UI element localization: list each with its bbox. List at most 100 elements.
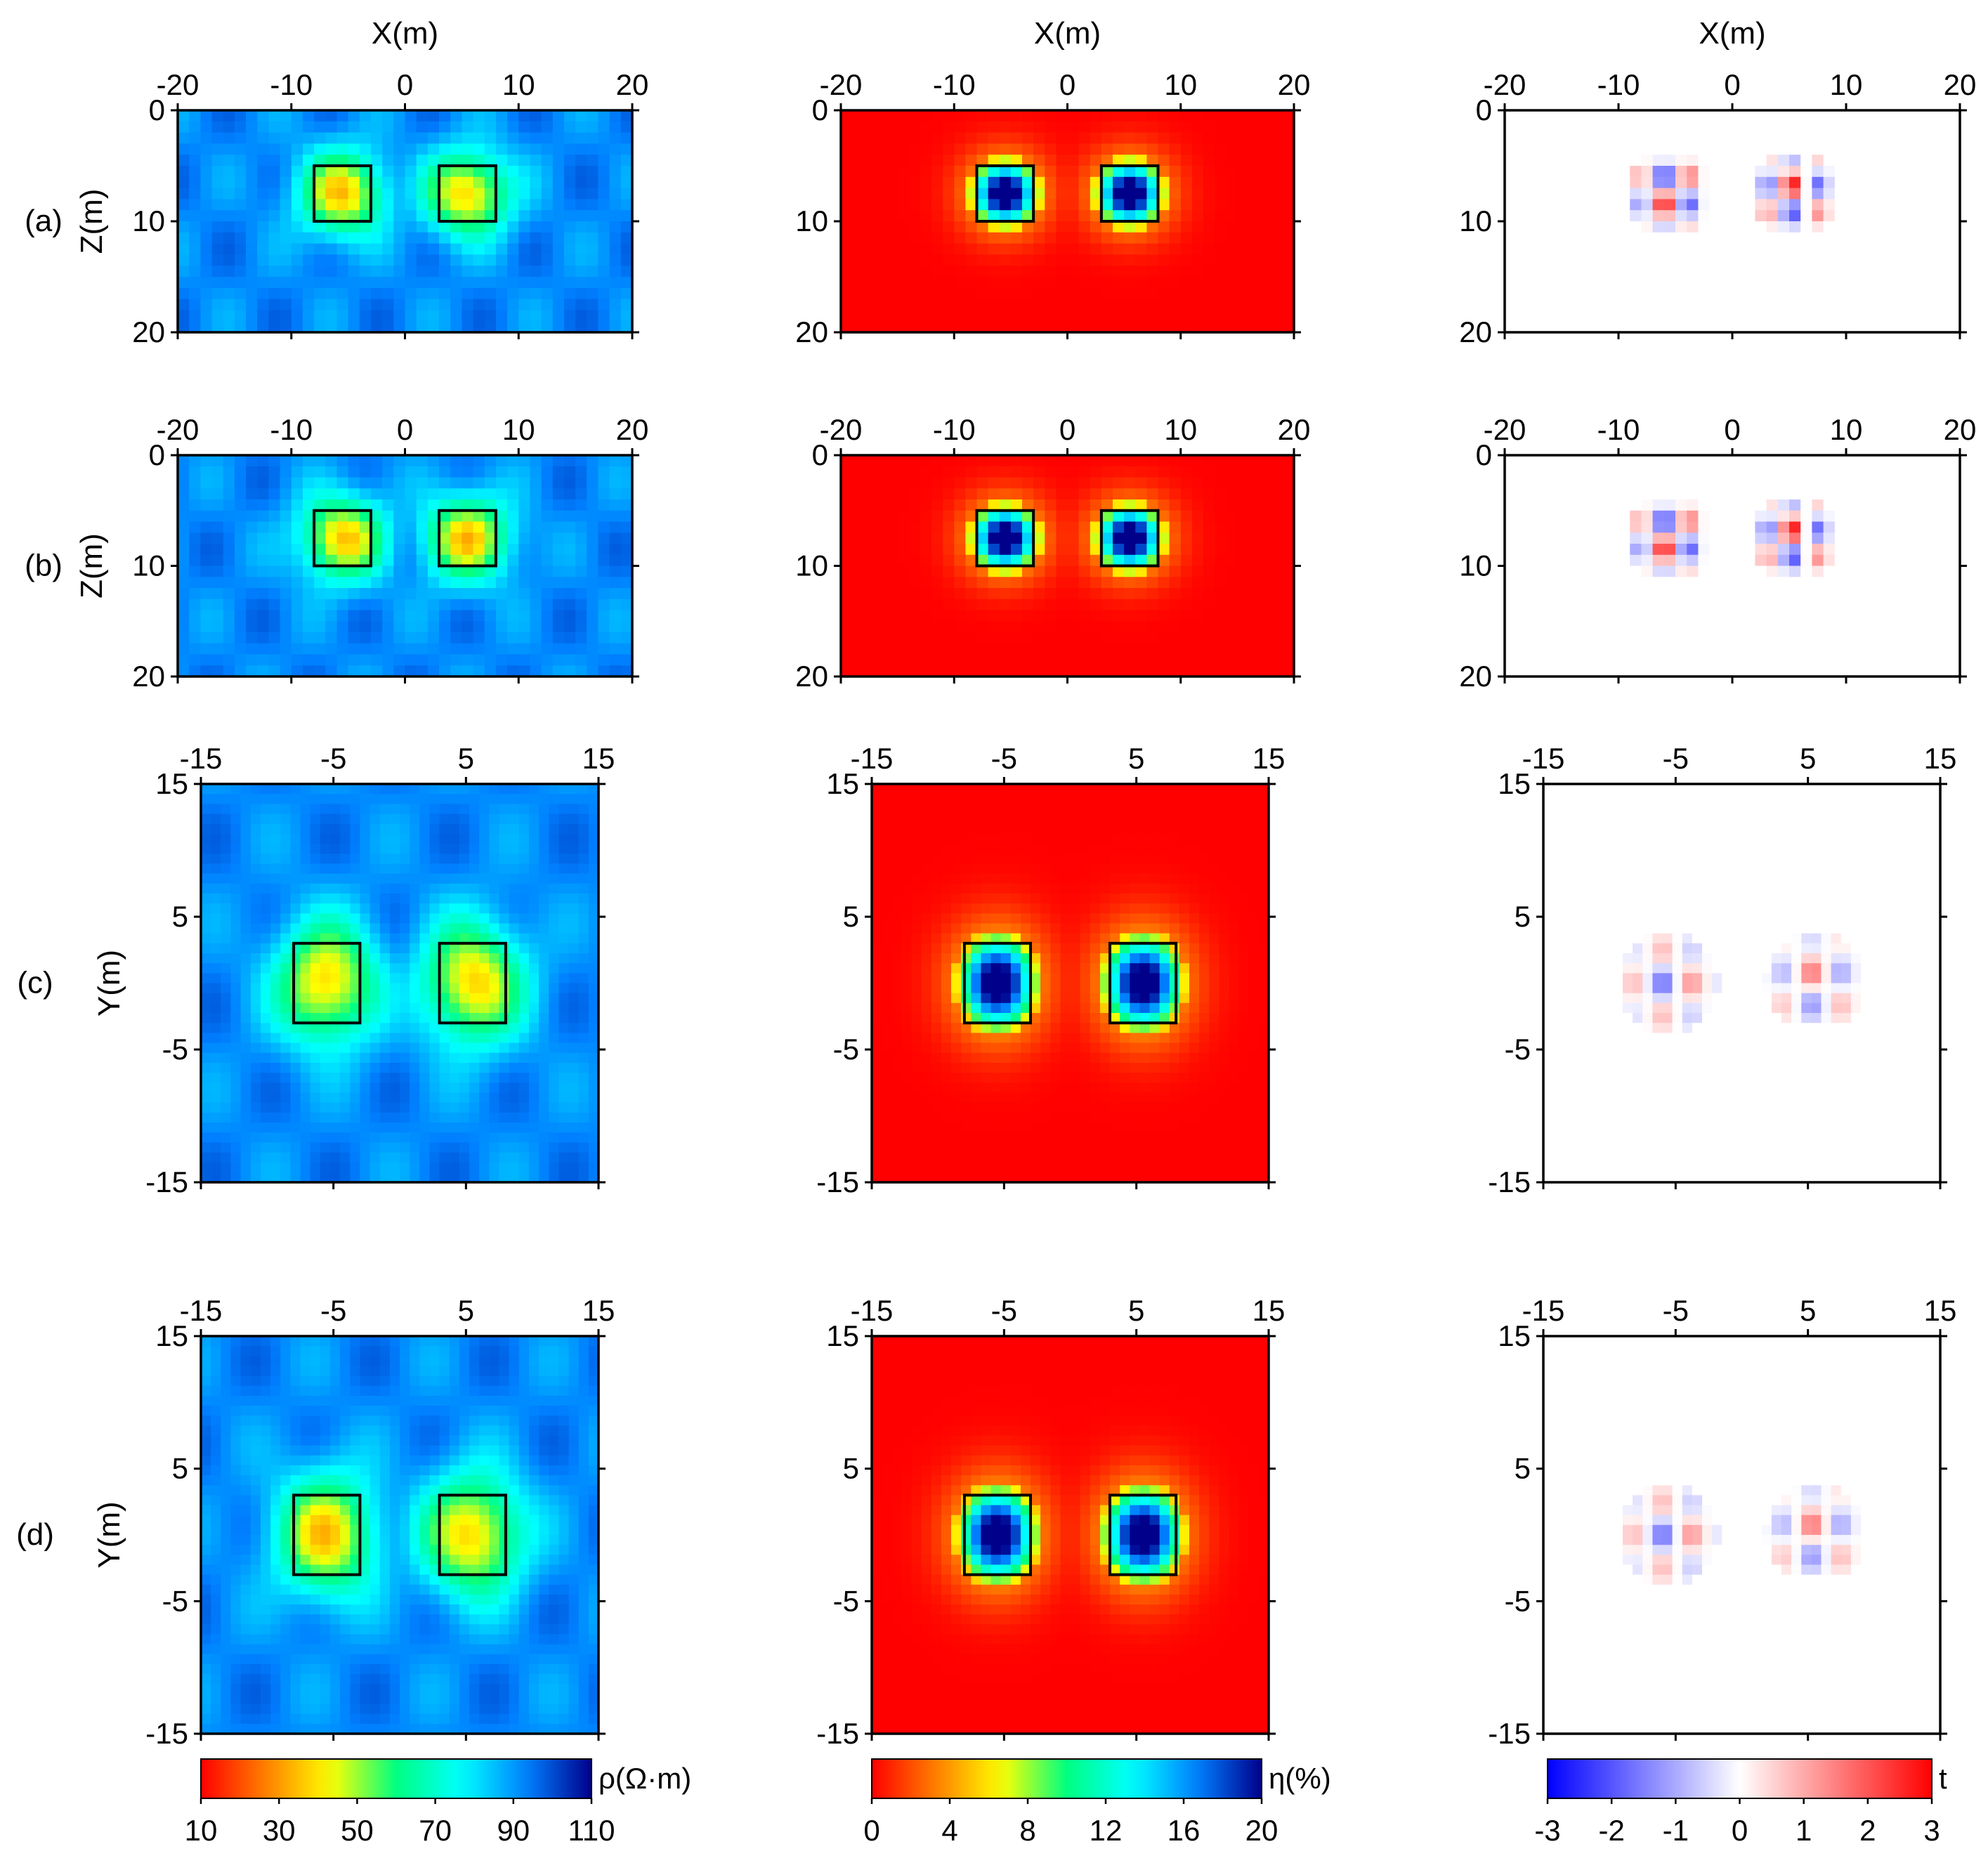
heatmap-cell xyxy=(416,243,429,255)
heatmap-cell xyxy=(988,554,1000,567)
heatmap-cell xyxy=(393,110,406,122)
heatmap-cell xyxy=(552,466,565,478)
heatmap-cell xyxy=(863,599,875,611)
heatmap-cell xyxy=(1113,665,1125,677)
heatmap-cell xyxy=(1550,665,1562,677)
heatmap-cell xyxy=(1180,166,1193,178)
heatmap-cell xyxy=(1823,321,1836,333)
heatmap-cell xyxy=(371,477,383,489)
heatmap-cell xyxy=(1607,143,1619,155)
heatmap-cell xyxy=(257,155,269,166)
heatmap-cell xyxy=(920,610,932,622)
heatmap-cell xyxy=(427,232,440,244)
heatmap-cell xyxy=(1045,310,1057,322)
heatmap-cell xyxy=(1903,532,1915,544)
heatmap-cell xyxy=(223,143,235,155)
heatmap-cell xyxy=(1777,132,1790,144)
heatmap-cell xyxy=(246,499,258,511)
heatmap-cell xyxy=(976,466,989,478)
heatmap-cell xyxy=(875,588,887,600)
heatmap-cell xyxy=(178,565,190,577)
heatmap-cell xyxy=(348,221,360,233)
heatmap-cell xyxy=(1812,544,1824,556)
heatmap-cell xyxy=(908,143,921,155)
heatmap-cell xyxy=(1663,188,1676,200)
heatmap-cell xyxy=(291,110,303,122)
heatmap-cell xyxy=(211,110,224,122)
heatmap-cell xyxy=(1618,499,1630,511)
heatmap-cell xyxy=(587,510,599,523)
heatmap-cell xyxy=(852,143,864,155)
heatmap-cell xyxy=(1010,599,1023,611)
heatmap-cell xyxy=(875,643,887,655)
heatmap-cell xyxy=(1158,243,1170,255)
heatmap-cell xyxy=(620,299,633,310)
heatmap-cell xyxy=(1562,287,1574,300)
heatmap-cell xyxy=(1880,166,1892,178)
heatmap-cell xyxy=(1146,299,1159,310)
heatmap-cell xyxy=(609,166,622,178)
heatmap-cell xyxy=(178,299,190,310)
heatmap-cell xyxy=(1135,577,1147,589)
heatmap-cell xyxy=(1146,499,1159,511)
heatmap-cell xyxy=(1812,610,1824,622)
heatmap-cell xyxy=(1135,321,1147,333)
heatmap-cell xyxy=(1880,510,1892,523)
heatmap-cell xyxy=(1562,665,1574,677)
heatmap-cell xyxy=(1113,266,1125,277)
heatmap-cell xyxy=(1641,455,1654,467)
heatmap-cell xyxy=(1527,599,1540,611)
heatmap-cell xyxy=(268,610,281,622)
heatmap-cell xyxy=(1573,321,1585,333)
heatmap-cell xyxy=(954,521,966,533)
heatmap-cell xyxy=(620,455,633,467)
heatmap-cell xyxy=(1282,632,1295,644)
heatmap-cell xyxy=(348,455,360,467)
heatmap-cell xyxy=(1698,176,1711,189)
heatmap-cell xyxy=(1248,232,1261,244)
heatmap-cell xyxy=(1618,477,1630,489)
heatmap-cell xyxy=(495,155,508,166)
heatmap-cell xyxy=(178,488,190,500)
heatmap-cell xyxy=(371,199,383,211)
heatmap-cell xyxy=(189,632,201,644)
heatmap-cell xyxy=(575,143,587,155)
heatmap-cell xyxy=(359,554,372,567)
heatmap-cell xyxy=(1777,121,1790,133)
heatmap-cell xyxy=(1675,565,1687,577)
heatmap-cell xyxy=(211,188,224,200)
heatmap-cell xyxy=(1925,243,1938,255)
heatmap-cell xyxy=(999,188,1012,200)
heatmap-cell xyxy=(280,155,292,166)
heatmap-cell xyxy=(1675,132,1687,144)
heatmap-cell xyxy=(1755,287,1767,300)
heatmap-cell xyxy=(1260,643,1272,655)
heatmap-cell xyxy=(223,221,235,233)
heatmap-cell xyxy=(931,277,943,289)
heatmap-cell xyxy=(1180,499,1193,511)
heatmap-cell xyxy=(495,221,508,233)
heatmap-cell xyxy=(1869,310,1881,322)
heatmap-cell xyxy=(178,121,190,133)
heatmap-cell xyxy=(1516,455,1528,467)
heatmap-cell xyxy=(598,176,610,189)
heatmap-cell xyxy=(1022,488,1034,500)
heatmap-cell xyxy=(359,532,372,544)
heatmap-cell xyxy=(1516,466,1528,478)
heatmap-cell xyxy=(954,176,966,189)
heatmap-cell xyxy=(1618,565,1630,577)
heatmap-cell xyxy=(382,321,394,333)
heatmap-cell xyxy=(1169,166,1182,178)
x-tick-label: 20 xyxy=(1944,413,1977,446)
heatmap-cell xyxy=(1215,188,1227,200)
heatmap-cell xyxy=(976,588,989,600)
heatmap-cell xyxy=(1607,665,1619,677)
heatmap-cell xyxy=(507,510,519,523)
heatmap-cell xyxy=(1687,166,1699,178)
heatmap-cell xyxy=(257,521,269,533)
heatmap-cell xyxy=(965,166,978,178)
heatmap-cell xyxy=(1033,455,1045,467)
heatmap-cell xyxy=(336,210,349,222)
heatmap-cell xyxy=(1101,254,1113,266)
